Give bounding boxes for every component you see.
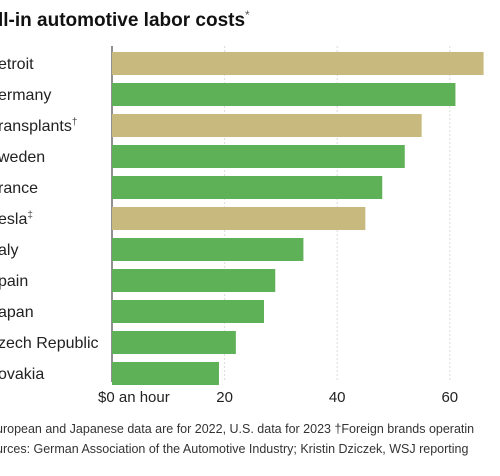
- bar: [112, 269, 276, 292]
- category-label: ransplants†: [0, 117, 77, 135]
- x-tick-label: 60: [441, 389, 458, 406]
- category-label: zech Republic: [0, 335, 99, 352]
- bar: [112, 83, 456, 106]
- x-tick-label: 20: [216, 389, 233, 406]
- category-label: rance: [0, 180, 38, 197]
- bars: [112, 52, 484, 385]
- category-label: ermany: [0, 87, 51, 104]
- category-footnote-mark: †: [72, 117, 78, 128]
- source-note: urces: German Association of the Automot…: [0, 442, 468, 456]
- category-label: etroit: [0, 56, 34, 73]
- x-tick-label: 40: [329, 389, 346, 406]
- bar: [112, 362, 219, 385]
- bar: [112, 207, 366, 230]
- x-axis-tick-labels: $0 an hour 20 40 60: [98, 389, 458, 406]
- category-label: apan: [0, 304, 34, 321]
- x-tick-label: $0 an hour: [98, 389, 170, 406]
- chart-title-mark: *: [245, 8, 250, 22]
- bar: [112, 52, 484, 75]
- category-label: pain: [0, 273, 28, 290]
- category-label: esla‡: [0, 210, 33, 228]
- category-label: ovakia: [0, 366, 44, 383]
- category-label: aly: [0, 242, 18, 259]
- bar: [112, 300, 265, 323]
- bar: [112, 114, 422, 137]
- chart-title-text: ll-in automotive labor costs: [0, 10, 245, 31]
- bar: [112, 145, 405, 168]
- bar: [112, 238, 304, 261]
- bar: [112, 331, 236, 354]
- category-footnote-mark: ‡: [27, 210, 33, 221]
- bar: [112, 176, 383, 199]
- chart-title: ll-in automotive labor costs*: [0, 8, 250, 31]
- category-labels: etroit ermany ransplants† weden rance esla‡ al…: [0, 56, 99, 383]
- footnote: uropean and Japanese data are for 2022, …: [0, 422, 474, 436]
- category-label: weden: [0, 149, 45, 166]
